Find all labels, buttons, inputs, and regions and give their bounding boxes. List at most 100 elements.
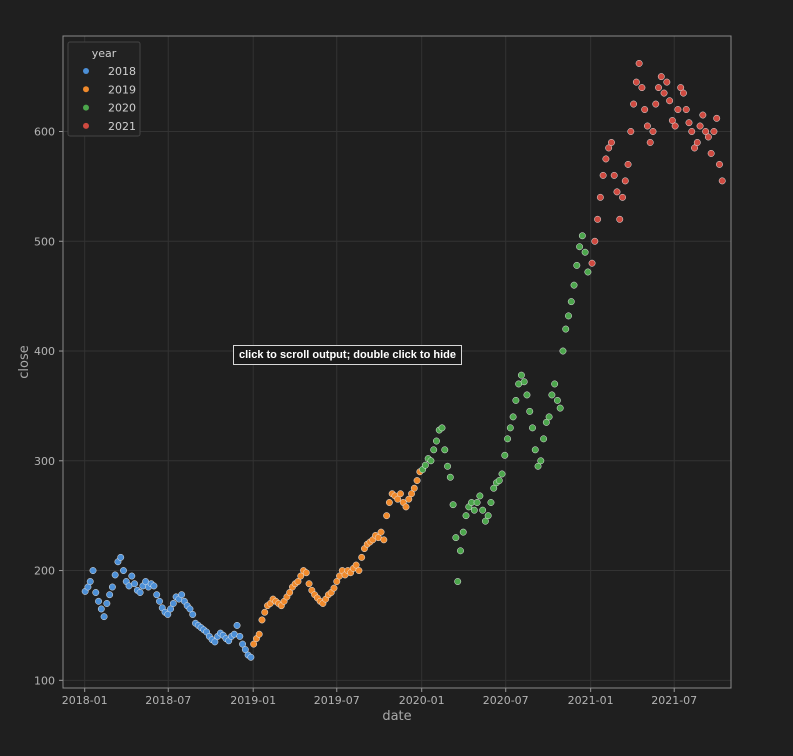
data-point: [666, 97, 674, 105]
data-point: [594, 215, 602, 223]
x-axis-label: date: [382, 709, 411, 724]
data-point: [551, 380, 559, 388]
y-axis-label: close: [17, 345, 32, 378]
data-point: [559, 347, 567, 355]
data-point: [668, 117, 676, 124]
data-point: [501, 451, 509, 459]
data-point: [713, 114, 721, 122]
data-point: [624, 160, 632, 168]
data-point: [655, 84, 662, 92]
y-tick-label: 200: [34, 565, 55, 578]
data-point: [696, 122, 704, 130]
data-point: [211, 638, 219, 646]
data-point: [562, 325, 570, 333]
data-point: [613, 188, 621, 196]
data-point: [632, 78, 640, 86]
data-point: [548, 391, 556, 399]
x-tick-label: 2020-07: [483, 694, 529, 707]
data-point: [454, 578, 462, 585]
data-point: [438, 424, 446, 432]
data-point: [247, 653, 255, 661]
data-point: [97, 605, 105, 613]
legend-marker-2018: [83, 68, 89, 74]
data-point: [128, 572, 136, 580]
data-point: [605, 144, 613, 152]
data-point: [495, 477, 503, 484]
x-tick-label: 2019-07: [314, 694, 360, 707]
legend-marker-2019: [83, 86, 89, 93]
data-point: [663, 78, 671, 86]
data-point: [294, 578, 302, 585]
data-point: [239, 640, 247, 648]
data-point: [596, 193, 604, 201]
data-point: [117, 553, 125, 561]
legend-marker-2020: [83, 104, 89, 111]
data-point: [405, 495, 413, 503]
series-2020: [419, 232, 592, 585]
x-tick-label: 2020-01: [399, 694, 445, 707]
data-point: [545, 413, 553, 421]
data-point: [444, 462, 452, 470]
data-point: [108, 583, 116, 591]
data-point: [652, 100, 660, 108]
data-point: [330, 584, 338, 592]
data-point: [641, 106, 649, 113]
data-point: [509, 413, 517, 421]
data-point: [682, 106, 690, 113]
data-point: [481, 517, 489, 525]
data-point: [610, 171, 618, 179]
data-point: [699, 111, 707, 119]
data-point: [565, 312, 572, 320]
x-tick-label: 2019-01: [230, 694, 276, 707]
series-2021: [588, 59, 726, 267]
data-point: [241, 646, 249, 654]
data-point: [286, 589, 294, 596]
data-point: [302, 569, 310, 577]
data-point: [520, 378, 528, 386]
output-scroll-tooltip[interactable]: click to scroll output; double click to …: [233, 345, 462, 365]
data-point: [576, 243, 584, 251]
data-point: [473, 499, 481, 506]
data-point: [570, 281, 578, 289]
data-point: [95, 597, 102, 605]
data-point: [578, 232, 586, 240]
data-point: [233, 621, 241, 629]
data-point: [169, 600, 177, 607]
data-point: [529, 424, 536, 432]
data-point: [649, 128, 657, 135]
data-point: [718, 177, 726, 185]
x-tick-label: 2021-07: [651, 694, 697, 707]
legend-title: year: [92, 47, 117, 60]
data-point: [167, 605, 175, 613]
y-tick-label: 500: [34, 235, 55, 248]
data-point: [542, 418, 550, 426]
data-point: [490, 484, 498, 492]
data-point: [136, 589, 144, 596]
y-tick-label: 400: [34, 345, 55, 358]
data-point: [479, 506, 487, 514]
data-point: [630, 100, 638, 108]
data-point: [680, 89, 687, 97]
data-point: [484, 512, 492, 520]
data-point: [408, 490, 415, 498]
data-point: [671, 122, 679, 130]
data-point: [498, 470, 506, 478]
legend: year 2018 2019 2020 2021: [67, 41, 141, 137]
data-point: [599, 171, 607, 179]
data-point: [621, 177, 629, 185]
data-point: [156, 597, 163, 605]
data-point: [553, 396, 561, 404]
data-point: [685, 119, 693, 127]
data-point: [607, 139, 615, 146]
data-point: [189, 611, 197, 618]
data-point: [693, 139, 701, 146]
data-point: [402, 503, 410, 511]
y-tick-label: 600: [34, 125, 55, 138]
data-point: [297, 572, 305, 580]
data-point: [584, 268, 592, 276]
data-point: [457, 547, 464, 555]
data-point: [100, 613, 108, 621]
data-point: [534, 462, 542, 470]
y-tick-label: 100: [34, 674, 55, 687]
data-point: [410, 484, 418, 492]
